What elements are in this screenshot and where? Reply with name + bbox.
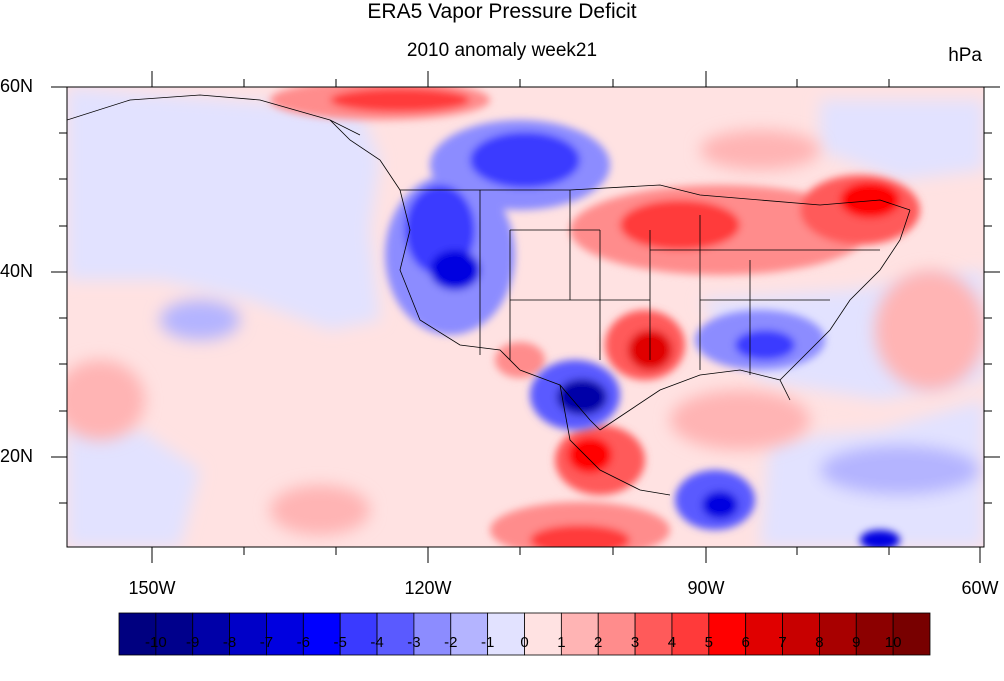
colorbar-label: 1 [557, 634, 566, 651]
colorbar-box [708, 612, 747, 656]
colorbar-box [266, 612, 304, 656]
lat-label-40n: 40N [0, 261, 34, 281]
lon-label-120w: 120W [404, 578, 452, 598]
colorbar-label: 4 [667, 634, 677, 651]
positive-anomalies [270, 87, 920, 547]
colorbar-box [634, 612, 673, 656]
lon-label-150w: 150W [128, 578, 176, 598]
colorbar-label: 9 [852, 634, 861, 651]
colorbar-label: 3 [630, 634, 640, 651]
map-subtitle: 2010 anomaly week21 [406, 40, 598, 61]
colorbar-label: 2 [594, 634, 603, 651]
colorbar-label: 10 [884, 634, 902, 651]
colorbar-label: -4 [370, 634, 384, 651]
lon-label-60w: 60W [961, 578, 999, 598]
boundaries [67, 94, 911, 496]
colorbar-boxes [118, 612, 931, 656]
colorbar-box [524, 612, 562, 656]
lat-label-20n: 20N [0, 446, 34, 466]
map-field [67, 87, 984, 547]
colorbar-label: 0 [520, 634, 529, 651]
map-title: ERA5 Vapor Pressure Deficit [367, 0, 637, 23]
map-frame [66, 86, 985, 548]
colorbar-box [855, 612, 894, 656]
negative-anomalies [385, 120, 900, 547]
colorbar-label: -7 [259, 634, 274, 651]
colorbar-label: 5 [704, 634, 713, 651]
colorbar-box [302, 612, 341, 656]
colorbar-box [229, 612, 267, 656]
colorbar-box [745, 612, 783, 656]
colorbar-label: 8 [815, 634, 824, 651]
colorbar-label: 7 [778, 634, 787, 651]
colorbar-label: -9 [186, 634, 200, 651]
colorbar-label: 6 [741, 634, 750, 651]
colorbar-box [118, 612, 157, 656]
colorbar-box [192, 612, 230, 656]
colorbar-label: -6 [296, 634, 310, 651]
colorbar-label: -3 [407, 634, 421, 651]
colorbar-box [155, 612, 194, 656]
colorbar-label: -8 [222, 634, 237, 651]
weak-positive-zones [67, 130, 984, 535]
colorbar-box [376, 612, 415, 656]
colorbar-label: -5 [333, 634, 347, 651]
lat-label-60n: 60N [0, 76, 34, 96]
units-label: hPa [948, 45, 982, 66]
colorbar-box [560, 612, 599, 656]
colorbar-box [597, 612, 636, 656]
colorbar-label: -2 [444, 634, 458, 651]
colorbar-box [782, 612, 820, 656]
colorbar-box [819, 612, 857, 656]
ticks [51, 71, 1000, 563]
colorbar-label: -10 [145, 634, 167, 651]
colorbar-box [892, 612, 931, 656]
colorbar-box [671, 612, 710, 656]
lon-label-90w: 90W [687, 578, 725, 598]
colorbar-label: -1 [480, 634, 495, 651]
